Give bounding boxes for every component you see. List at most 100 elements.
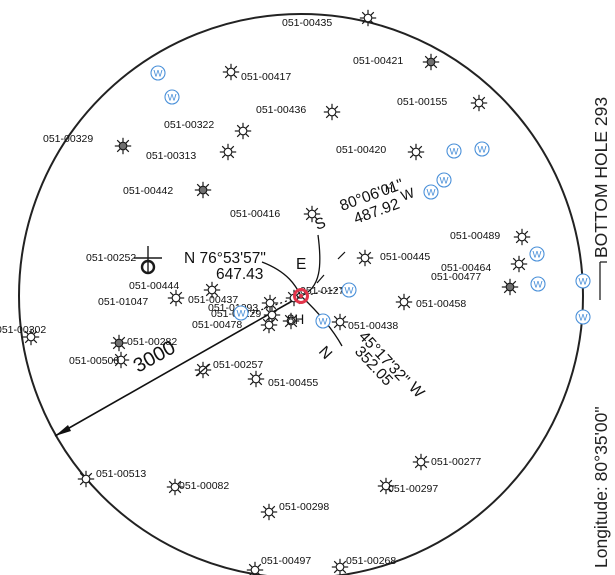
well-051-00302[interactable]: 051-00302 <box>0 324 46 346</box>
well-051-00489[interactable]: 051-00489 <box>450 228 531 246</box>
well-051-00420[interactable]: 051-00420 <box>336 143 425 161</box>
well-ray <box>379 479 384 484</box>
well-051-01047[interactable]: 051-01047 <box>98 289 185 308</box>
well-ray <box>503 280 508 285</box>
well-symbol-rays <box>222 63 240 81</box>
well-ray <box>397 295 402 300</box>
well-ray <box>177 489 182 494</box>
well-symbol-rays <box>247 370 265 388</box>
water-well[interactable]: W <box>530 276 546 292</box>
oil-well-icon <box>250 565 260 575</box>
well-051-00282[interactable]: 051-00282 <box>110 334 178 352</box>
well-ray <box>214 292 219 297</box>
well-051-00500[interactable]: 051-00500 <box>69 351 130 369</box>
well-051-00478[interactable]: 051-00478 <box>192 316 278 334</box>
well-ray <box>293 314 298 319</box>
well-label: 051-00322 <box>164 119 214 131</box>
water-well[interactable]: W <box>341 282 357 298</box>
well-symbol-rays <box>303 205 321 223</box>
well-051-00329[interactable]: 051-00329 <box>43 133 132 155</box>
well-ray <box>196 363 201 368</box>
water-well[interactable]: W <box>474 141 490 157</box>
well-051-00513[interactable]: 051-00513 <box>77 468 147 488</box>
well-051-00435[interactable]: 051-00435 <box>282 9 377 29</box>
well-label: 051-01047 <box>98 296 148 308</box>
well-051-00082[interactable]: 051-00082 <box>166 478 230 496</box>
well-label: 051-00421 <box>353 55 403 67</box>
well-051-00444[interactable]: 051-00444 <box>129 280 221 299</box>
water-well[interactable]: W <box>233 305 249 321</box>
water-well[interactable]: W <box>529 246 545 262</box>
water-well[interactable]: W <box>436 172 452 188</box>
well-051-00313[interactable]: 051-00313 <box>146 143 237 162</box>
well-label: 051-00444 <box>129 280 179 292</box>
well-ray <box>414 455 419 460</box>
well-051-00421[interactable]: 051-00421 <box>353 53 440 71</box>
oil-well-icon <box>286 316 296 326</box>
well-ray <box>245 124 250 129</box>
well-ray <box>262 318 267 323</box>
well-label: 051-00435 <box>282 17 332 29</box>
well-ray <box>178 300 183 305</box>
well-051-00297[interactable]: 051-00297 <box>377 477 439 495</box>
well-051-00445[interactable]: 051-00445 <box>356 249 431 267</box>
oil-well-icon <box>26 332 36 342</box>
well-051-00322[interactable]: 051-00322 <box>164 119 252 140</box>
water-well[interactable]: W <box>150 65 166 81</box>
well-ray <box>272 305 277 310</box>
well-ray <box>325 105 330 110</box>
well-051-00437[interactable]: 051-00437 <box>188 294 279 312</box>
well-ray <box>342 569 347 574</box>
well-symbol-rays <box>407 143 425 161</box>
water-well[interactable]: W <box>423 184 439 200</box>
well-051-00477[interactable]: 051-00477 <box>431 271 519 296</box>
oil-well-icon <box>399 297 409 307</box>
well-ray <box>314 207 319 212</box>
well-ray <box>333 569 338 574</box>
well-ray <box>205 292 210 297</box>
longitude-text: Longitude: 80°35'00" <box>591 406 611 568</box>
well-051-00438[interactable]: 051-00438 <box>331 313 399 332</box>
well-ray <box>265 308 270 313</box>
well-051-00436[interactable]: 051-00436 <box>256 103 341 121</box>
well-label: 051-00313 <box>146 150 196 162</box>
well-symbol-rays <box>203 281 221 299</box>
well-label: 051-00458 <box>416 298 466 310</box>
water-well[interactable]: W <box>575 273 591 289</box>
subject-well[interactable]: 8H <box>287 288 309 328</box>
oil-well-icon <box>514 259 524 269</box>
well-ray <box>121 345 126 350</box>
well-051-00268[interactable]: 051-00268 <box>331 555 397 575</box>
well-label: 051-00298 <box>279 501 329 513</box>
well-051-00442[interactable]: 051-00442 <box>123 181 212 199</box>
well-ray <box>358 260 363 265</box>
subject-well-label: 8H <box>287 312 304 327</box>
water-well[interactable]: W <box>164 89 180 105</box>
well-ray <box>205 372 210 377</box>
well-ray <box>418 154 423 159</box>
well-symbol-rays <box>513 228 531 246</box>
well-051-00298[interactable]: 051-00298 <box>260 501 330 521</box>
well-ray <box>388 488 393 493</box>
well-051-00257[interactable]: 051-00257 <box>194 359 264 379</box>
well-051-00464[interactable]: 051-00464 <box>441 255 528 274</box>
well-ray <box>314 216 319 221</box>
oil-well-icon <box>381 481 391 491</box>
well-ray <box>423 455 428 460</box>
well-symbol-rays <box>261 294 279 312</box>
well-051-00252[interactable]: 051-00252 <box>86 246 162 275</box>
water-well[interactable]: W <box>575 309 591 325</box>
well-051-00155[interactable]: 051-00155 <box>397 94 488 112</box>
well-label: 051-00438 <box>348 320 398 332</box>
well-051-00455[interactable]: 051-00455 <box>247 370 319 389</box>
well-051-00277[interactable]: 051-00277 <box>412 453 482 471</box>
well-051-00417[interactable]: 051-00417 <box>222 63 292 83</box>
well-051-00458[interactable]: 051-00458 <box>395 293 467 311</box>
plugged-well-icon <box>426 57 436 67</box>
water-well[interactable]: W <box>446 143 462 159</box>
well-symbol-rays <box>166 478 184 496</box>
well-ray <box>406 295 411 300</box>
water-well[interactable]: W <box>315 313 331 329</box>
well-051-00416[interactable]: 051-00416 <box>230 205 321 223</box>
well-051-00497[interactable]: 051-00497 <box>246 555 312 575</box>
